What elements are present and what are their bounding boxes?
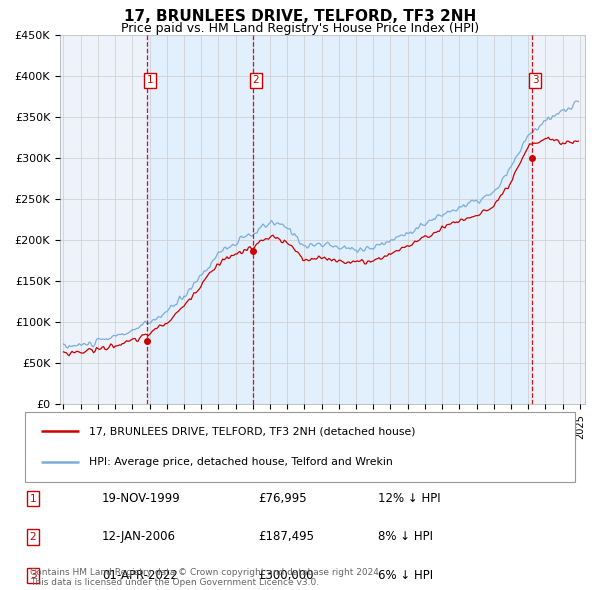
Text: 3: 3: [29, 571, 37, 580]
Text: 12-JAN-2006: 12-JAN-2006: [102, 530, 176, 543]
Text: 12% ↓ HPI: 12% ↓ HPI: [378, 492, 440, 505]
Text: 17, BRUNLEES DRIVE, TELFORD, TF3 2NH: 17, BRUNLEES DRIVE, TELFORD, TF3 2NH: [124, 9, 476, 24]
Text: Price paid vs. HM Land Registry's House Price Index (HPI): Price paid vs. HM Land Registry's House …: [121, 22, 479, 35]
Text: 1: 1: [29, 494, 37, 503]
Text: 6% ↓ HPI: 6% ↓ HPI: [378, 569, 433, 582]
Text: 1: 1: [147, 76, 154, 86]
Text: 8% ↓ HPI: 8% ↓ HPI: [378, 530, 433, 543]
Text: 2: 2: [29, 532, 37, 542]
Text: 17, BRUNLEES DRIVE, TELFORD, TF3 2NH (detached house): 17, BRUNLEES DRIVE, TELFORD, TF3 2NH (de…: [89, 427, 416, 437]
Text: £187,495: £187,495: [258, 530, 314, 543]
Text: 01-APR-2022: 01-APR-2022: [102, 569, 178, 582]
Text: £300,000: £300,000: [258, 569, 314, 582]
Text: HPI: Average price, detached house, Telford and Wrekin: HPI: Average price, detached house, Telf…: [89, 457, 393, 467]
Text: 19-NOV-1999: 19-NOV-1999: [102, 492, 181, 505]
FancyBboxPatch shape: [25, 412, 575, 481]
Text: Contains HM Land Registry data © Crown copyright and database right 2024.
This d: Contains HM Land Registry data © Crown c…: [30, 568, 382, 587]
Bar: [148, 35, 532, 404]
Text: £76,995: £76,995: [258, 492, 307, 505]
Text: 3: 3: [532, 76, 538, 86]
Text: 2: 2: [253, 76, 259, 86]
